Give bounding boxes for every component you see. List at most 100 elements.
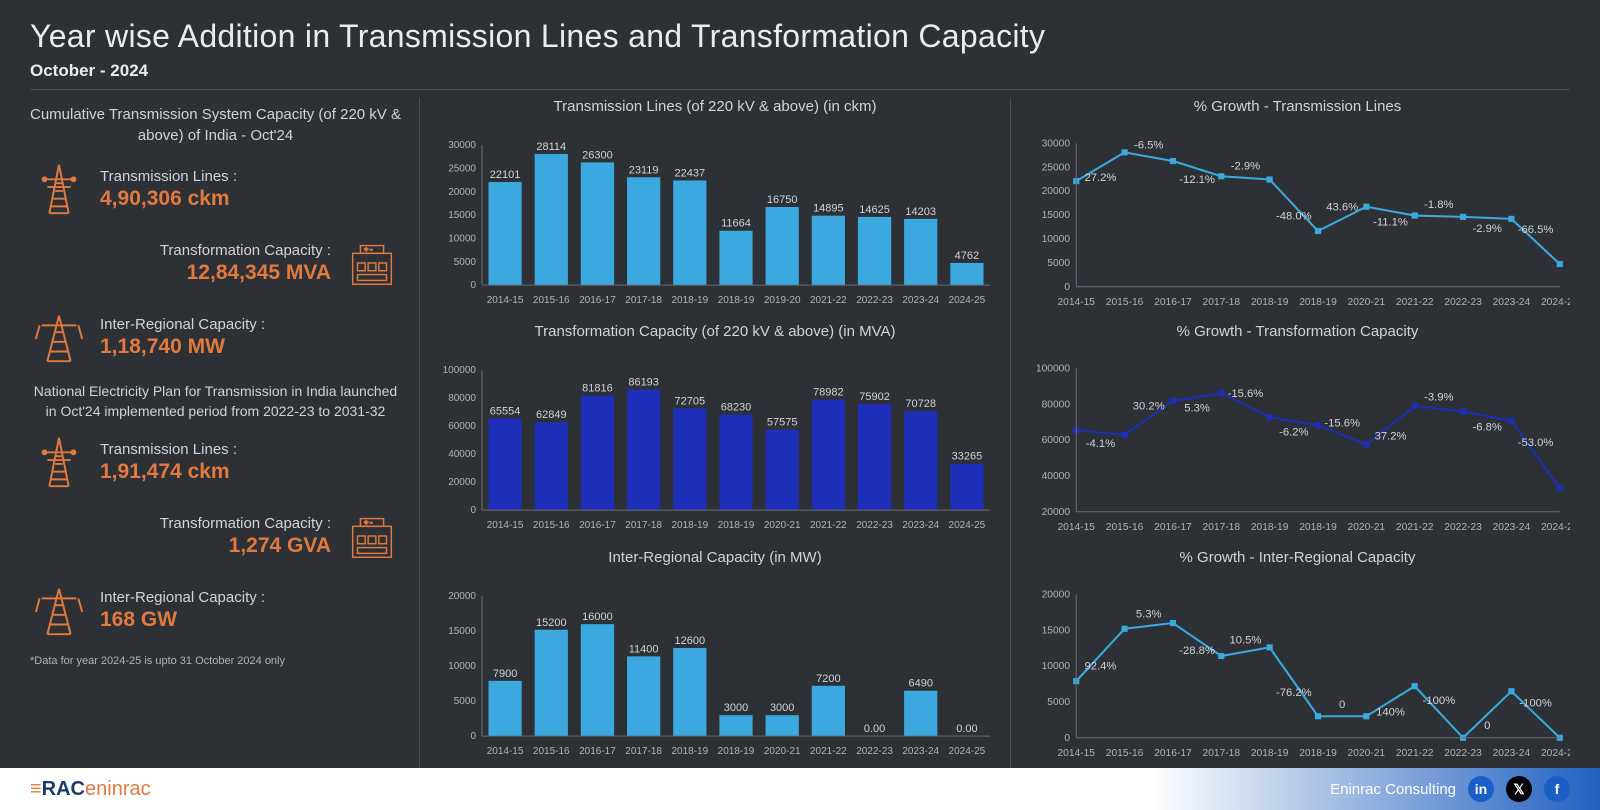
svg-text:2023-24: 2023-24 bbox=[1493, 748, 1531, 759]
svg-text:2014-15: 2014-15 bbox=[487, 295, 524, 306]
svg-text:2016-17: 2016-17 bbox=[579, 520, 616, 531]
svg-text:0.00: 0.00 bbox=[956, 723, 977, 735]
svg-text:43.6%: 43.6% bbox=[1326, 202, 1358, 214]
svg-text:-28.8%: -28.8% bbox=[1179, 645, 1215, 657]
svg-text:2016-17: 2016-17 bbox=[1154, 523, 1192, 534]
facebook-icon[interactable]: f bbox=[1544, 776, 1570, 802]
svg-text:2022-23: 2022-23 bbox=[1444, 523, 1482, 534]
svg-text:2015-16: 2015-16 bbox=[533, 520, 570, 531]
svg-text:-15.6%: -15.6% bbox=[1324, 418, 1360, 430]
svg-text:14625: 14625 bbox=[859, 204, 890, 216]
svg-text:26300: 26300 bbox=[582, 149, 613, 161]
svg-text:2024-25: 2024-25 bbox=[1541, 748, 1570, 759]
svg-text:0: 0 bbox=[470, 280, 476, 291]
svg-text:2024-25: 2024-25 bbox=[1541, 523, 1570, 534]
footer: ≡RACeninrac Eninrac Consulting in 𝕏 f bbox=[0, 768, 1600, 810]
svg-text:2018-19: 2018-19 bbox=[1251, 523, 1289, 534]
svg-text:30000: 30000 bbox=[448, 140, 476, 151]
svg-text:25000: 25000 bbox=[448, 163, 476, 174]
svg-text:2017-18: 2017-18 bbox=[625, 520, 662, 531]
stat-substation: + -Transformation Capacity :12,84,345 MV… bbox=[30, 234, 401, 292]
stat-tower2: Inter-Regional Capacity :168 GW bbox=[30, 581, 401, 639]
svg-text:20000: 20000 bbox=[1042, 507, 1071, 518]
page-subtitle: October - 2024 bbox=[30, 61, 1570, 90]
svg-text:15000: 15000 bbox=[448, 210, 476, 221]
svg-text:-100%: -100% bbox=[1519, 697, 1552, 709]
svg-text:16000: 16000 bbox=[582, 611, 613, 623]
svg-text:11400: 11400 bbox=[629, 643, 659, 655]
svg-text:2021-22: 2021-22 bbox=[1396, 523, 1434, 534]
svg-text:62849: 62849 bbox=[536, 410, 567, 422]
tower-icon bbox=[30, 433, 88, 491]
chart-title-tl: Transmission Lines (of 220 kV & above) (… bbox=[434, 98, 996, 115]
center-panel: Transmission Lines (of 220 kV & above) (… bbox=[420, 98, 1010, 768]
svg-text:7900: 7900 bbox=[493, 668, 517, 680]
svg-text:5000: 5000 bbox=[454, 257, 477, 268]
svg-text:2016-17: 2016-17 bbox=[579, 295, 616, 306]
svg-text:22101: 22101 bbox=[490, 169, 521, 181]
svg-text:20000: 20000 bbox=[448, 591, 476, 602]
svg-text:2024-25: 2024-25 bbox=[1541, 297, 1570, 308]
svg-text:2018-19: 2018-19 bbox=[718, 520, 755, 531]
svg-text:2021-22: 2021-22 bbox=[810, 520, 847, 531]
svg-text:2014-15: 2014-15 bbox=[487, 520, 524, 531]
svg-text:12600: 12600 bbox=[675, 635, 706, 647]
svg-text:30.2%: 30.2% bbox=[1133, 401, 1165, 413]
svg-text:2018-19: 2018-19 bbox=[1299, 523, 1337, 534]
svg-text:15000: 15000 bbox=[1042, 625, 1071, 636]
svg-text:20000: 20000 bbox=[1042, 589, 1071, 600]
svg-text:2022-23: 2022-23 bbox=[1444, 297, 1482, 308]
svg-text:2018-19: 2018-19 bbox=[718, 746, 755, 757]
svg-text:78982: 78982 bbox=[813, 387, 844, 399]
svg-text:2020-21: 2020-21 bbox=[1348, 297, 1386, 308]
left-panel: Cumulative Transmission System Capacity … bbox=[30, 98, 420, 768]
svg-text:75902: 75902 bbox=[859, 391, 890, 403]
svg-text:14203: 14203 bbox=[905, 206, 936, 218]
svg-text:65554: 65554 bbox=[490, 406, 521, 418]
svg-text:80000: 80000 bbox=[1042, 400, 1071, 411]
growth-title-tl: % Growth - Transmission Lines bbox=[1025, 98, 1570, 115]
svg-text:2020-21: 2020-21 bbox=[1348, 523, 1386, 534]
svg-text:25000: 25000 bbox=[1042, 162, 1071, 173]
growth-title-ir: % Growth - Inter-Regional Capacity bbox=[1025, 549, 1570, 566]
linkedin-icon[interactable]: in bbox=[1468, 776, 1494, 802]
svg-text:-1.8%: -1.8% bbox=[1424, 199, 1453, 211]
svg-text:2015-16: 2015-16 bbox=[533, 746, 570, 757]
svg-text:2014-15: 2014-15 bbox=[1057, 297, 1095, 308]
svg-text:0: 0 bbox=[470, 505, 476, 516]
svg-text:33265: 33265 bbox=[952, 451, 983, 463]
svg-text:57575: 57575 bbox=[767, 417, 798, 429]
svg-text:140%: 140% bbox=[1376, 706, 1405, 718]
svg-text:10000: 10000 bbox=[448, 233, 476, 244]
svg-text:2021-22: 2021-22 bbox=[810, 746, 847, 757]
svg-text:20000: 20000 bbox=[448, 187, 476, 198]
svg-text:2022-23: 2022-23 bbox=[1444, 748, 1482, 759]
stat-tower: Transmission Lines :1,91,474 ckm bbox=[30, 433, 401, 491]
chart-title-ir: Inter-Regional Capacity (in MW) bbox=[434, 549, 996, 566]
svg-text:0: 0 bbox=[1064, 733, 1070, 744]
company-name: Eninrac Consulting bbox=[1330, 781, 1456, 798]
svg-text:2018-19: 2018-19 bbox=[671, 746, 708, 757]
svg-text:10000: 10000 bbox=[448, 661, 476, 672]
svg-text:86193: 86193 bbox=[628, 377, 659, 389]
svg-text:23119: 23119 bbox=[629, 164, 659, 176]
svg-text:2020-21: 2020-21 bbox=[1348, 748, 1386, 759]
svg-text:-6.2%: -6.2% bbox=[1279, 427, 1308, 439]
svg-text:2018-19: 2018-19 bbox=[718, 295, 755, 306]
svg-text:10000: 10000 bbox=[1042, 661, 1071, 672]
svg-text:10.5%: 10.5% bbox=[1230, 634, 1262, 646]
tower-icon bbox=[30, 160, 88, 218]
svg-text:68230: 68230 bbox=[721, 402, 752, 414]
substation-icon: + - bbox=[343, 234, 401, 292]
svg-text:2023-24: 2023-24 bbox=[902, 746, 939, 757]
stat-substation: + -Transformation Capacity :1,274 GVA bbox=[30, 507, 401, 565]
footnote: *Data for year 2024-25 is upto 31 Octobe… bbox=[30, 655, 401, 667]
svg-text:60000: 60000 bbox=[1042, 435, 1071, 446]
svg-text:14895: 14895 bbox=[813, 203, 844, 215]
substation-icon: + - bbox=[343, 507, 401, 565]
svg-text:-6.8%: -6.8% bbox=[1473, 422, 1502, 434]
svg-text:0: 0 bbox=[1064, 282, 1070, 293]
svg-text:20000: 20000 bbox=[448, 477, 476, 488]
x-icon[interactable]: 𝕏 bbox=[1506, 776, 1532, 802]
svg-text:0: 0 bbox=[470, 731, 476, 742]
